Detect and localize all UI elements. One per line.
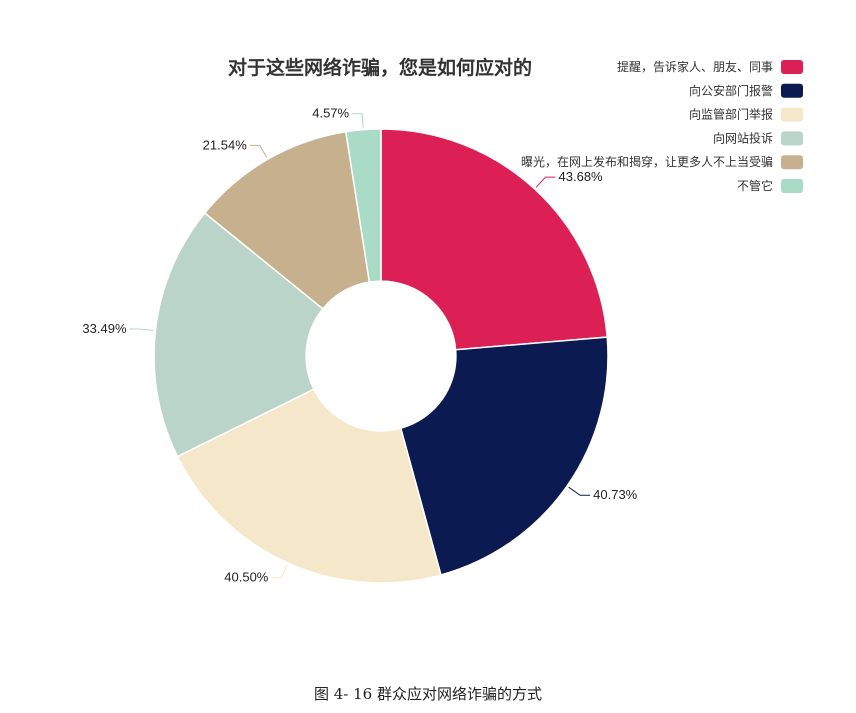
- pie-slice-2: [176, 388, 442, 584]
- leader-line-4: [249, 144, 268, 158]
- legend-label-4: 曝光，在网上发布和揭穿，让更多人不上当受骗: [521, 154, 773, 169]
- legend-label-0: 提醒，告诉家人、朋友、同事: [617, 59, 773, 74]
- legend-swatch-2: [781, 107, 803, 122]
- pie-chart: 对于这些网络诈骗，您是如何应对的 43.68% 40.73% 40.50% 33.49…: [82, 56, 803, 585]
- data-label-0: 43.68%: [559, 169, 604, 184]
- leader-line-0: [535, 176, 556, 188]
- pie-slice-3: [153, 211, 324, 458]
- legend-swatch-1: [781, 83, 803, 98]
- pie-slice-0: [380, 128, 609, 351]
- leader-line-3: [129, 328, 154, 332]
- figure-caption: 图 4- 16 群众应对网络诈骗的方式: [313, 685, 542, 703]
- legend-swatch-3: [781, 131, 803, 146]
- legend-label-5: 不管它: [737, 178, 773, 193]
- data-label-5: 4.57%: [312, 106, 349, 121]
- pie-slice-1: [399, 336, 609, 576]
- data-label-4: 21.54%: [203, 137, 248, 152]
- leader-line-2: [271, 564, 288, 579]
- pie-slice-4: [203, 130, 371, 310]
- legend-label-1: 向公安部门报警: [689, 83, 773, 98]
- legend-label-3: 向网站投诉: [713, 130, 773, 145]
- data-label-3: 33.49%: [82, 321, 127, 336]
- leader-line-1: [568, 486, 591, 496]
- legend-swatch-4: [781, 155, 803, 170]
- leader-line-5: [352, 113, 364, 128]
- chart-title: 对于这些网络诈骗，您是如何应对的: [228, 56, 532, 79]
- pie-slice-5: [344, 128, 382, 283]
- data-label-1: 40.73%: [593, 487, 638, 502]
- data-label-2: 40.50%: [224, 570, 269, 585]
- legend-swatch-0: [781, 60, 803, 74]
- legend-swatch-5: [781, 179, 803, 193]
- legend-label-2: 向监管部门举报: [689, 107, 773, 122]
- chart-legend: 提醒，告诉家人、朋友、同事向公安部门报警向监管部门举报向网站投诉曝光，在网上发布…: [521, 59, 803, 193]
